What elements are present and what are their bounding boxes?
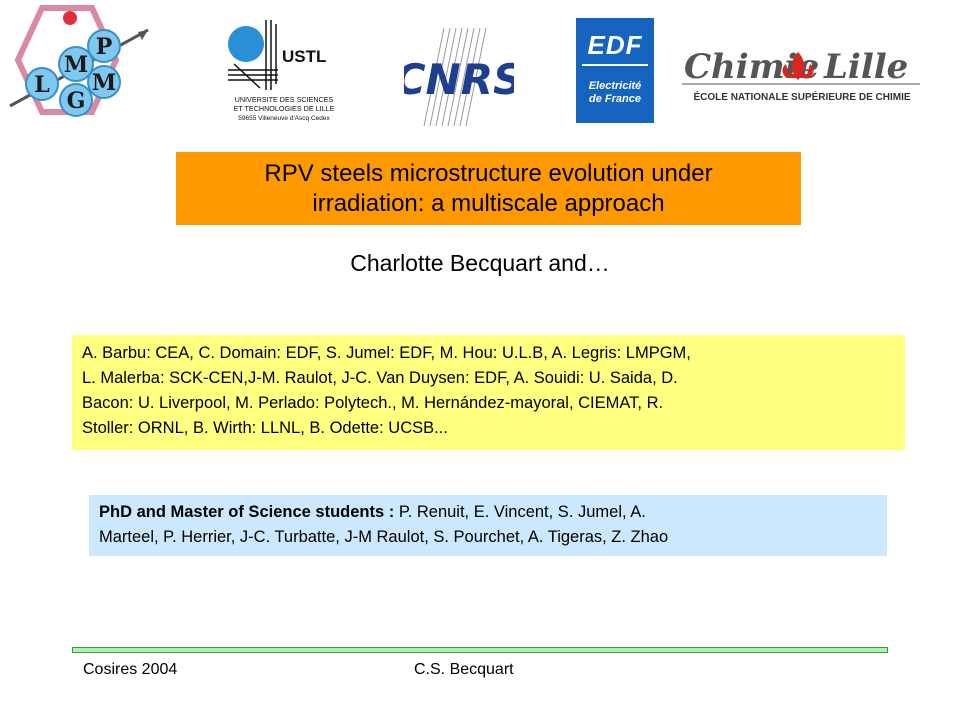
footer-author: C.S. Becquart <box>414 661 514 678</box>
students-line-2: Marteel, P. Herrier, J-C. Turbatte, J-M … <box>99 528 669 546</box>
cnrs-logo: CNRS <box>404 27 514 127</box>
edf-divider <box>582 64 648 66</box>
edf-sub2: de France <box>589 93 641 105</box>
students-line-1: PhD and Master of Science students : P. … <box>99 500 877 525</box>
title-line-1: RPV steels microstructure evolution unde… <box>264 159 713 187</box>
students-label: PhD and Master of Science students : <box>99 503 395 521</box>
author-line: Charlotte Becquart and… <box>350 250 610 276</box>
collaborators-box: A. Barbu: CEA, C. Domain: EDF, S. Jumel:… <box>72 335 905 450</box>
ustl-line3: 59655 Villeneuve d'Ascq Cedex <box>238 115 330 122</box>
collaborators-line-1: A. Barbu: CEA, C. Domain: EDF, S. Jumel:… <box>82 344 691 362</box>
lmpgm-logo: L M P M G <box>9 5 149 117</box>
ustl-logo: USTL UNIVERSITE DES SCIENCES ET TECHNOLO… <box>228 20 335 122</box>
collaborators-line-3: Bacon: U. Liverpool, M. Perlado: Polytec… <box>82 394 664 412</box>
edf-name: EDF <box>587 30 643 60</box>
lmpgm-letter-m1: M <box>64 52 88 78</box>
lmpgm-letter-m2: M <box>92 70 116 96</box>
ustl-line2: ET TECHNOLOGIES DE LILLE <box>234 104 335 113</box>
edf-sub1: Electricité <box>588 80 642 92</box>
title-line-2: irradiation: a multiscale approach <box>312 189 665 217</box>
footer-divider <box>72 647 888 653</box>
lmpgm-letter-l: L <box>34 72 49 98</box>
chimie-right: Lille <box>823 47 908 87</box>
chimie-lille-logo: Chimie Lille ÉCOLE NATIONALE SUPÉRIEURE … <box>682 47 920 103</box>
lmpgm-letter-p: P <box>96 34 113 60</box>
title-box: RPV steels microstructure evolution unde… <box>176 152 801 225</box>
students-box: PhD and Master of Science students : P. … <box>89 495 887 556</box>
collaborators-line-4: Stoller: ORNL, B. Wirth: LLNL, B. Odette… <box>82 419 448 437</box>
ustl-abbr: USTL <box>282 47 326 66</box>
ustl-line1: UNIVERSITE DES SCIENCES <box>235 95 334 104</box>
lmpgm-letter-g: G <box>67 88 86 114</box>
edf-logo: EDF Electricité de France <box>576 18 654 123</box>
collaborators-line-2: L. Malerba: SCK-CEN,J-M. Raulot, J-C. Va… <box>82 369 678 387</box>
footer-conference: Cosires 2004 <box>83 661 178 678</box>
cnrs-text: CNRS <box>404 55 514 104</box>
students-line-1-rest: P. Renuit, E. Vincent, S. Jumel, A. <box>394 503 646 521</box>
chimie-subtitle: ÉCOLE NATIONALE SUPÉRIEURE DE CHIMIE <box>693 90 910 103</box>
fleur-de-lis-icon <box>782 52 814 80</box>
